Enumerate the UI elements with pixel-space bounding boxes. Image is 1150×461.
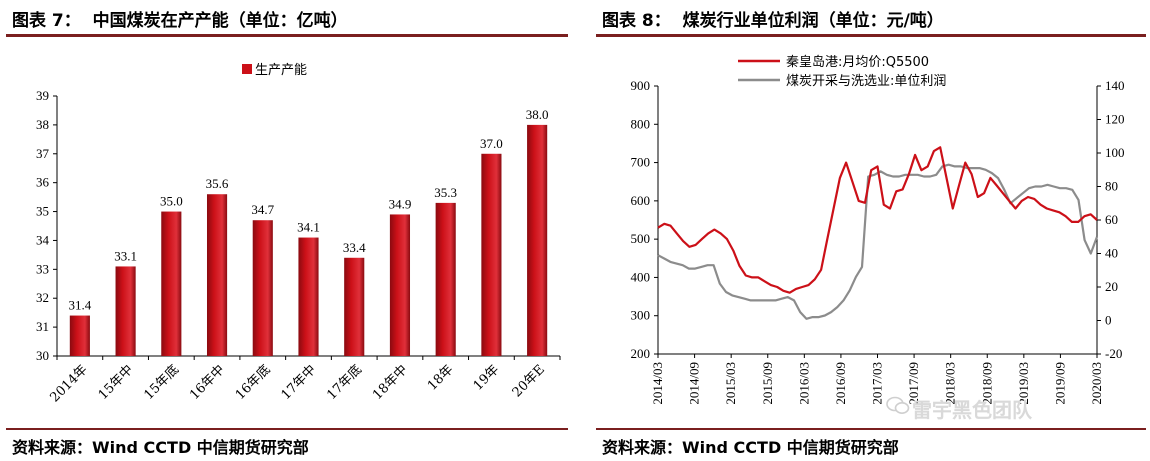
bar bbox=[344, 257, 365, 356]
bar-value-label: 34.1 bbox=[297, 220, 320, 235]
right-y-tick-label: 20 bbox=[1105, 279, 1118, 294]
x-tick-label: 2015/03 bbox=[723, 362, 738, 405]
legend: 秦皇岛港:月均价:Q5500 煤炭开采与洗选业:单位利润 bbox=[738, 54, 946, 89]
bar-value-label: 34.9 bbox=[389, 196, 412, 211]
figure-7-panel: 图表 7： 中国煤炭在产产能（单位：亿吨） 30 31 32 33 34 35 36 37 38… bbox=[6, 11, 568, 457]
y-tick-label: 34 bbox=[36, 232, 50, 247]
bar bbox=[527, 124, 548, 356]
left-y-tick-label: 300 bbox=[631, 308, 651, 323]
x-tick-label: 15年底 bbox=[141, 362, 182, 403]
right-y-tick-label: 140 bbox=[1105, 78, 1125, 93]
figure-7-title: 图表 7： 中国煤炭在产产能（单位：亿吨） bbox=[12, 11, 348, 31]
y-tick-label: 32 bbox=[36, 290, 49, 305]
watermark-text: 雷宇黑色团队 bbox=[912, 398, 1032, 422]
right-y-tick-label: 60 bbox=[1105, 212, 1118, 227]
bar-value-label: 33.4 bbox=[343, 240, 366, 255]
left-y-tick-label: 400 bbox=[631, 269, 651, 284]
bar bbox=[161, 211, 182, 356]
bar bbox=[435, 202, 456, 356]
title-rule bbox=[596, 34, 1146, 37]
bar-value-label: 31.4 bbox=[68, 298, 91, 313]
x-tick-label: 16年底 bbox=[232, 362, 273, 403]
x-tick-label: 2018/09 bbox=[979, 362, 994, 405]
y-tick-label: 33 bbox=[36, 261, 49, 276]
y-tick-label: 35 bbox=[36, 204, 49, 219]
y-tick-label: 30 bbox=[36, 348, 49, 363]
y-tick-label: 39 bbox=[36, 88, 49, 103]
x-tick-label: 2019/03 bbox=[1016, 362, 1031, 405]
figure-8-panel: 图表 8： 煤炭行业单位利润（单位：元/吨） 200 300 400 500 600 70… bbox=[590, 0, 1150, 461]
legend-label-profit: 煤炭开采与洗选业:单位利润 bbox=[786, 74, 946, 89]
right-y-tick-label: 100 bbox=[1105, 145, 1125, 160]
y-tick-label: 31 bbox=[36, 319, 49, 334]
right-y-tick-label: 80 bbox=[1105, 179, 1118, 194]
right-y-tick-label: -20 bbox=[1105, 346, 1122, 361]
x-tick-label: 2020/03 bbox=[1089, 362, 1104, 405]
y-tick-label: 37 bbox=[36, 146, 50, 161]
legend-swatch bbox=[242, 64, 252, 74]
bar bbox=[298, 237, 319, 356]
x-tick-label: 17年底 bbox=[324, 362, 365, 403]
legend-label-price: 秦皇岛港:月均价:Q5500 bbox=[786, 54, 929, 70]
x-tick-label: 2018/03 bbox=[943, 362, 958, 405]
x-tick-label: 2017/03 bbox=[870, 362, 885, 405]
bar-value-label: 38.0 bbox=[526, 107, 549, 122]
x-tick-label: 2014/03 bbox=[650, 362, 665, 405]
bar-value-label: 37.0 bbox=[480, 136, 503, 151]
x-tick-label: 16年中 bbox=[187, 362, 228, 403]
y-tick-label: 36 bbox=[36, 175, 50, 190]
x-tick-label: 2017/09 bbox=[906, 362, 921, 405]
right-y-tick-label: 120 bbox=[1105, 112, 1125, 127]
profit-series-line bbox=[657, 163, 1099, 320]
bar bbox=[69, 315, 90, 356]
left-y-tick-label: 700 bbox=[631, 155, 651, 170]
bar bbox=[206, 194, 228, 356]
x-tick-label: 18年中 bbox=[370, 362, 411, 403]
bar bbox=[252, 220, 273, 356]
source-rule bbox=[596, 428, 1146, 430]
bar-value-label: 35.3 bbox=[434, 185, 457, 200]
bar-value-label: 33.1 bbox=[114, 248, 137, 263]
x-tick-label: 2014年 bbox=[47, 362, 90, 405]
figure-8-title: 图表 8： 煤炭行业单位利润（单位：元/吨） bbox=[602, 11, 944, 31]
legend: 生产产能 bbox=[242, 63, 307, 78]
x-tick-label: 15年中 bbox=[96, 362, 137, 403]
left-y-tick-label: 500 bbox=[631, 231, 651, 246]
lines-group bbox=[657, 146, 1099, 320]
bar-value-label: 34.7 bbox=[251, 202, 274, 217]
figure-7-source: 资料来源：Wind CCTD 中信期货研究部 bbox=[12, 438, 309, 457]
bar-value-label: 35.6 bbox=[206, 176, 229, 191]
bar-value-label: 35.0 bbox=[160, 194, 183, 209]
x-tick-label: 2016/03 bbox=[796, 362, 811, 405]
bar bbox=[481, 153, 502, 356]
x-tick-label: 2015/09 bbox=[760, 362, 775, 405]
right-axes: 200 300 400 500 600 700 800 900 -20 0 20 40 60 80 100 1… bbox=[631, 78, 1125, 405]
bar bbox=[115, 266, 136, 356]
bars-group: 31.4 33.1 35.0 35.6 34.7 34.1 33.4 34.9 35.3 37.0… bbox=[68, 107, 549, 356]
x-tick-label: 2016/09 bbox=[833, 362, 848, 405]
profit-line-chart: 200 300 400 500 600 700 800 900 -20 0 20 40 60 80 100 1… bbox=[631, 54, 1125, 405]
capacity-bar-chart: 30 31 32 33 34 35 36 37 38 39 2014年 15年中 15年底 16年中 16年… bbox=[36, 63, 561, 405]
left-y-tick-label: 600 bbox=[631, 193, 651, 208]
x-tick-label: 17年中 bbox=[279, 362, 320, 403]
title-rule bbox=[6, 34, 568, 37]
x-tick-label: 18年 bbox=[425, 362, 456, 393]
y-tick-label: 38 bbox=[36, 117, 49, 132]
figure-8-source: 资料来源：Wind CCTD 中信期货研究部 bbox=[602, 438, 899, 457]
left-y-tick-label: 800 bbox=[631, 116, 651, 131]
wechat-icon bbox=[886, 396, 910, 416]
price-series-line bbox=[657, 146, 1098, 294]
x-tick-label: 2014/09 bbox=[687, 362, 702, 405]
left-y-tick-label: 900 bbox=[631, 78, 651, 93]
legend-label: 生产产能 bbox=[255, 63, 307, 78]
bar bbox=[389, 214, 411, 356]
source-rule bbox=[6, 428, 568, 430]
right-y-tick-label: 40 bbox=[1105, 246, 1118, 261]
x-tick-label: 19年 bbox=[471, 362, 502, 393]
right-y-tick-label: 0 bbox=[1105, 313, 1112, 328]
left-y-tick-label: 200 bbox=[631, 346, 651, 361]
x-tick-label: 2019/09 bbox=[1052, 362, 1067, 405]
x-tick-label: 20年E bbox=[510, 362, 548, 400]
